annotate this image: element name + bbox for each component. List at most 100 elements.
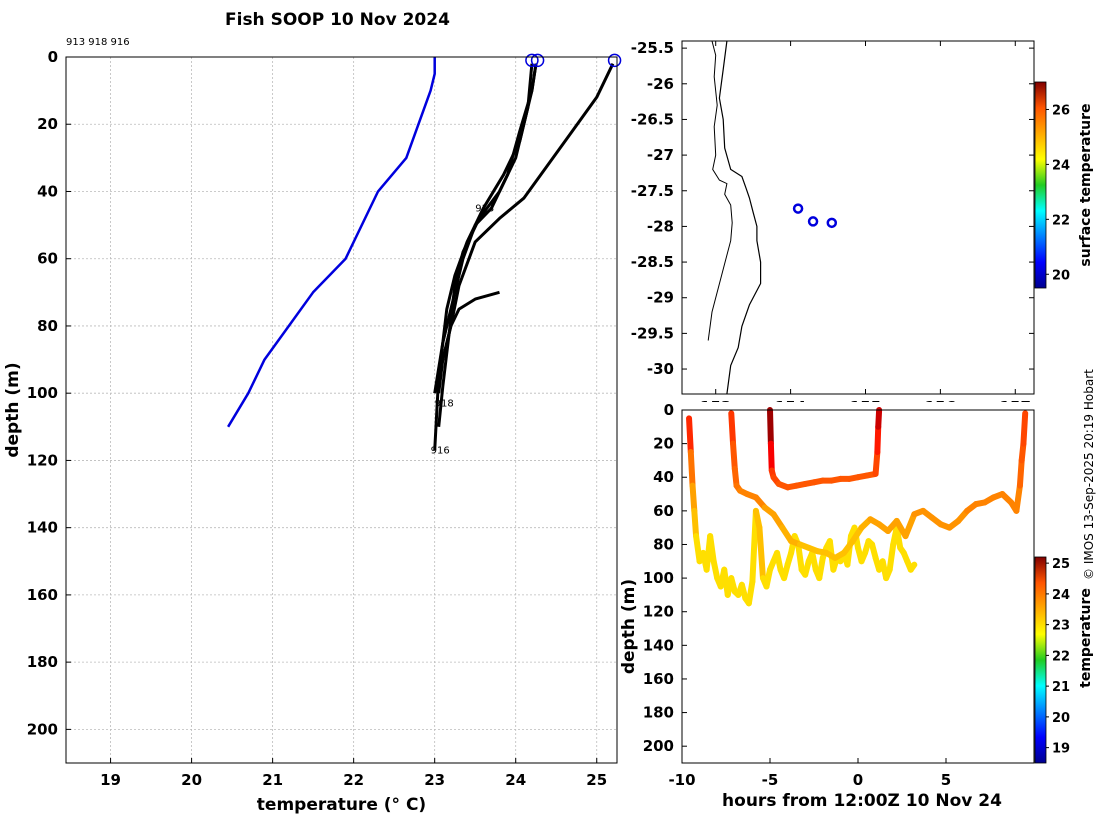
x-tick-label: 22: [343, 771, 364, 789]
y-tick-label: -26: [647, 75, 674, 93]
y-tick-label: 60: [653, 502, 674, 520]
y-tick-label: -27: [647, 146, 674, 164]
x-tick-label: 5: [941, 771, 951, 789]
depth-track-segment: [907, 561, 918, 573]
colorbar-tick-label: 20: [1052, 711, 1070, 726]
depth-track-segment: [902, 511, 918, 540]
surface-marker: [607, 53, 622, 68]
y-axis-label: depth (m): [619, 579, 639, 674]
y-tick-label: -27.5: [631, 182, 674, 200]
y-tick-label: 80: [37, 317, 58, 335]
drop-ids-label: 913 918 916: [66, 37, 130, 48]
colorbar-label: temperature: [1078, 588, 1094, 688]
depth-track-segment: [1013, 482, 1023, 514]
surface-marker: [525, 53, 539, 68]
surface-temp-colorbar: [1034, 81, 1047, 289]
colorbar-tick-label: 23: [1052, 619, 1070, 634]
y-tick-label: 0: [48, 48, 58, 66]
y-tick-label: 180: [27, 653, 58, 671]
colorbar-label: surface temperature: [1078, 103, 1094, 266]
depth-track-segment: [691, 507, 700, 540]
depth-track-segment: [874, 423, 882, 456]
y-tick-label: 160: [27, 586, 58, 604]
blue-profile-line: [227, 57, 436, 428]
y-tick-label: -29: [647, 289, 674, 307]
x-tick-label: 25: [586, 771, 607, 789]
x-tick-label: 23: [424, 771, 445, 789]
y-tick-label: 200: [643, 737, 674, 755]
map-frame: [681, 40, 1035, 395]
y-tick-label: 160: [643, 670, 674, 688]
x-tick-label: -5: [762, 771, 779, 789]
copyright-footer: © IMOS 13-Sep-2025 20:19 Hobart: [1082, 369, 1096, 580]
depth-track-segment: [886, 541, 897, 573]
y-tick-label: 20: [653, 435, 674, 453]
y-tick-label: 20: [37, 115, 58, 133]
x-tick-label: 0: [853, 771, 863, 789]
x-tick-label: 21: [262, 771, 283, 789]
drop-annotation: 916: [431, 446, 450, 457]
y-tick-label: 100: [643, 569, 674, 587]
y-tick-label: 140: [643, 636, 674, 654]
surface-marker: [530, 53, 545, 68]
temperature-colorbar: [1034, 556, 1047, 764]
depth-track-segment: [745, 578, 756, 607]
temperature-profile-panel: 19 20 21 22 23 24 25 0 20 40 60 80 100 120 140 160 180 20…: [3, 48, 622, 815]
y-tick-label: -26.5: [631, 110, 674, 128]
black-profile-line: [433, 63, 538, 394]
colorbar-tick-label: 20: [1052, 268, 1070, 283]
depth-track-segment: [728, 410, 737, 447]
depth-track-segment: [730, 440, 738, 472]
colorbar-tick-label: 25: [1052, 557, 1070, 572]
y-tick-label: 180: [643, 704, 674, 722]
x-tick-label: -10: [668, 771, 695, 789]
y-tick-label: 120: [643, 603, 674, 621]
drop-location-marker: [792, 203, 804, 214]
depth-track-segment: [707, 533, 717, 565]
y-axis-label: depth (m): [3, 362, 23, 457]
x-tick-label: 24: [505, 771, 526, 789]
y-tick-label: 100: [27, 384, 58, 402]
depth-track-segment: [756, 524, 766, 582]
plot-frame: [65, 56, 618, 764]
black-profile-line: [437, 63, 534, 427]
y-tick-label: 200: [27, 720, 58, 738]
colorbar-tick-label: 19: [1052, 742, 1070, 757]
x-axis-label: temperature (° C): [257, 795, 426, 815]
figure-title: Fish SOOP 10 Nov 2024: [225, 10, 450, 30]
depth-track-segment: [872, 449, 881, 477]
y-tick-label: 40: [653, 468, 674, 486]
depth-time-panel: -10 -5 0 5 0 20 40 60 80 100 120 140 160 180 200 19 20 21…: [619, 401, 1094, 811]
depth-track-segment: [687, 449, 696, 489]
map-panel: -25.5 -26 -26.5 -27 -27.5 -28 -28.5 -29 -29.5 -30…: [631, 39, 1094, 416]
depth-track-segment: [893, 524, 904, 551]
depth-track-segment: [686, 415, 694, 456]
x-axis-label: hours from 12:00Z 10 Nov 24: [722, 791, 1002, 811]
drop-location-marker: [807, 216, 819, 227]
colorbar-tick-label: 24: [1052, 158, 1070, 173]
colorbar-tick-label: 21: [1052, 680, 1070, 695]
y-tick-label: 60: [37, 250, 58, 268]
y-tick-label: -25.5: [631, 39, 674, 57]
y-tick-label: -29.5: [631, 324, 674, 342]
black-profile-line: [437, 290, 500, 377]
depth-track-segment: [767, 407, 774, 447]
y-tick-label: 40: [37, 182, 58, 200]
y-tick-label: 140: [27, 519, 58, 537]
drop-annotation: 918: [435, 399, 454, 410]
y-tick-label: 80: [653, 535, 674, 553]
drop-annotation: 913: [475, 204, 494, 215]
colorbar-tick-label: 24: [1052, 588, 1070, 603]
x-tick-label: 20: [181, 771, 202, 789]
inner-coastline: [707, 40, 733, 341]
colorbar-tick-label: 26: [1052, 103, 1070, 118]
depth-track-segment: [1020, 410, 1029, 447]
y-tick-label: -28.5: [631, 253, 674, 271]
y-tick-label: 120: [27, 451, 58, 469]
coastline: [718, 40, 762, 395]
y-tick-label: 0: [664, 401, 674, 419]
drop-location-marker: [826, 217, 838, 229]
depth-track-segment: [875, 407, 883, 430]
label-overlap-mask: [680, 402, 1038, 410]
